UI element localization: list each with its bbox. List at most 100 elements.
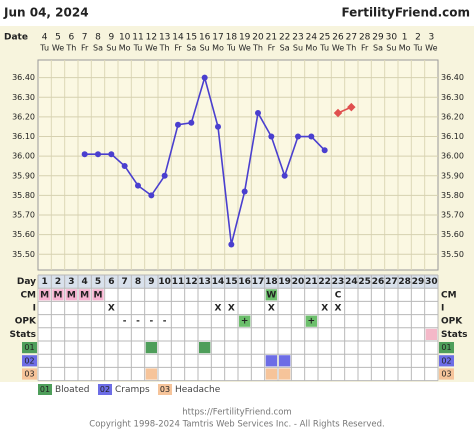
table-cell [65,289,77,301]
y-tick-label-right: 36.30 [441,93,464,102]
y-tick-label: 36.20 [12,112,35,121]
day-number: 12 [185,277,198,287]
weekday-label: Su [386,44,396,53]
weekday-label: Su [106,44,116,53]
footer-copyright: Copyright 1998-2024 Tamtris Web Services… [89,420,384,430]
day-number: 23 [332,277,345,287]
weekday-label: Mo [305,44,317,53]
weekday-label: We [238,44,250,53]
y-tick-label-right: 36.40 [441,73,464,82]
cell-text: C [335,290,342,300]
x-tick-label: 26 [332,33,344,43]
cell-text: X [335,304,342,314]
y-tick-label-right: 35.50 [441,250,464,259]
x-tick-label: 3 [428,33,434,43]
y-tick-label: 35.50 [12,250,35,259]
cell-text: W [266,290,276,300]
x-tick-label: 8 [95,33,101,43]
cell-text: - [163,317,167,327]
y-tick-label-right: 35.60 [441,230,464,239]
temperature-point [268,133,275,140]
day-number: 15 [225,277,238,287]
cell-text: X [228,304,235,314]
footer-url: https://FertilityFriend.com [182,408,291,418]
y-tick-label-right: 35.90 [441,171,464,180]
day-number: 19 [278,277,291,287]
table-cell [265,289,277,301]
x-tick-label: 22 [279,33,290,43]
cell-text: M [54,290,63,300]
table-cell [425,328,437,340]
x-tick-label: 5 [55,33,61,43]
row-label-right: CM [441,290,457,300]
day-number: 6 [108,277,114,287]
day-number: 30 [425,277,438,287]
symptom-code-right: 03 [441,370,451,379]
day-number: 7 [122,277,128,287]
symptom-cell [265,355,277,367]
legend-code: 03 [160,385,170,394]
x-tick-label: 9 [108,33,114,43]
row-label-right: Stats [441,330,468,340]
cell-text: M [80,290,89,300]
weekday-label: Th [252,44,263,53]
y-tick-label: 35.70 [12,211,35,220]
y-tick-label: 35.90 [12,171,35,180]
symptom-code-right: 02 [441,356,451,365]
x-tick-label: 25 [319,33,330,43]
cell-text: + [308,317,316,327]
x-tick-label: 27 [346,33,357,43]
legend-code-bg [158,384,172,395]
weekday-label: Fr [268,44,276,53]
cell-text: - [149,317,153,327]
weekday-label: Tu [226,44,236,53]
temperature-point [215,123,221,130]
x-tick-label: 13 [159,33,170,43]
day-number: 20 [292,277,305,287]
day-number: 27 [385,277,398,287]
day-number: 29 [412,277,425,287]
x-tick-label: 2 [415,33,421,43]
legend-code-bg [38,384,52,395]
x-tick-label: 14 [172,33,184,43]
x-tick-label: 29 [372,33,384,43]
symptom-code: 02 [24,356,34,365]
x-tick-label: 10 [119,33,131,43]
day-number: 2 [55,277,61,287]
weekday-label: Su [200,44,210,53]
table-cell [305,315,317,327]
symptom-code: 01 [24,343,34,352]
day-number: 5 [95,277,101,287]
x-axis-label: Date [4,33,28,43]
x-tick-label: 4 [42,33,48,43]
row-label-right: I [441,304,444,314]
weekday-label: Sa [373,44,383,53]
day-number: 13 [198,277,211,287]
day-number: 17 [252,277,265,287]
weekday-label: Tu [133,44,143,53]
symptom-code-right: 01 [441,343,451,352]
y-tick-label-right: 35.70 [441,211,464,220]
row-label: OPK [15,317,37,327]
weekday-label: Tu [413,44,423,53]
table-cell [52,289,64,301]
site-name: FertilityFriend.com [341,6,470,20]
x-tick-label: 7 [82,33,88,43]
cell-text: M [67,290,76,300]
weekday-label: Th [65,44,76,53]
y-tick-label: 36.40 [12,73,35,82]
legend-name: Cramps [115,385,150,395]
cell-text: M [94,290,103,300]
symptom-cell [199,342,211,354]
weekday-label: Sa [93,44,103,53]
legend-code-bg [98,384,112,395]
weekday-label: Sa [186,44,196,53]
temperature-point [333,108,343,118]
y-tick-label-right: 36.00 [441,152,464,161]
y-tick-label: 35.60 [12,230,35,239]
weekday-label: Th [159,44,170,53]
x-tick-label: 16 [199,33,211,43]
symptom-code-bg-right [439,355,454,367]
